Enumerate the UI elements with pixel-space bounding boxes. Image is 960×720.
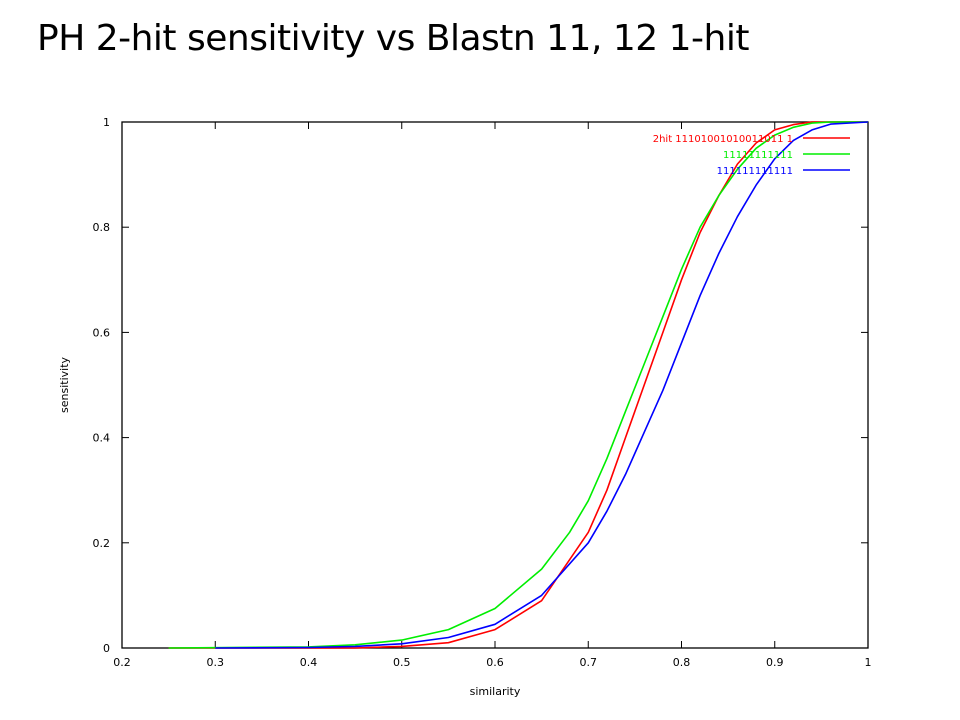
x-tick-label: 0.8 [673, 656, 691, 669]
x-tick-label: 0.9 [766, 656, 784, 669]
y-tick-labels: 0 0.2 0.4 0.6 0.8 1 [93, 116, 111, 655]
tick-marks [121, 121, 869, 649]
x-axis-label: similarity [470, 685, 521, 698]
plot-frame [121, 121, 869, 649]
y-tick-label: 0.2 [93, 537, 111, 550]
x-tick-label: 0.2 [113, 656, 131, 669]
legend-label-3: 111111111111 [717, 166, 793, 177]
legend: 2hit 11101001010011011 11111111111111111… [653, 134, 850, 177]
x-tick-label: 0.3 [207, 656, 225, 669]
y-tick-label: 1 [103, 116, 110, 129]
x-tick-label: 0.4 [300, 656, 318, 669]
y-tick-label: 0.4 [93, 432, 111, 445]
series-line-3 [215, 121, 869, 649]
y-tick-label: 0.6 [93, 326, 111, 339]
legend-label-2: 11111111111 [723, 150, 793, 161]
x-tick-label: 1 [865, 656, 872, 669]
y-axis-label: sensitivity [58, 357, 71, 414]
series-lines [168, 121, 869, 649]
x-tick-label: 0.6 [486, 656, 504, 669]
x-tick-label: 0.5 [393, 656, 411, 669]
legend-label-1: 2hit 11101001010011011 1 [653, 134, 793, 145]
series-line-1 [168, 121, 868, 649]
y-tick-label: 0 [103, 642, 110, 655]
x-tick-labels: 0.2 0.3 0.4 0.5 0.6 0.7 0.8 0.9 1 [113, 656, 871, 669]
x-tick-label: 0.7 [580, 656, 598, 669]
slide-title: PH 2-hit sensitivity vs Blastn 11, 12 1-… [37, 18, 749, 59]
y-tick-label: 0.8 [93, 221, 111, 234]
series-line-2 [168, 121, 868, 649]
